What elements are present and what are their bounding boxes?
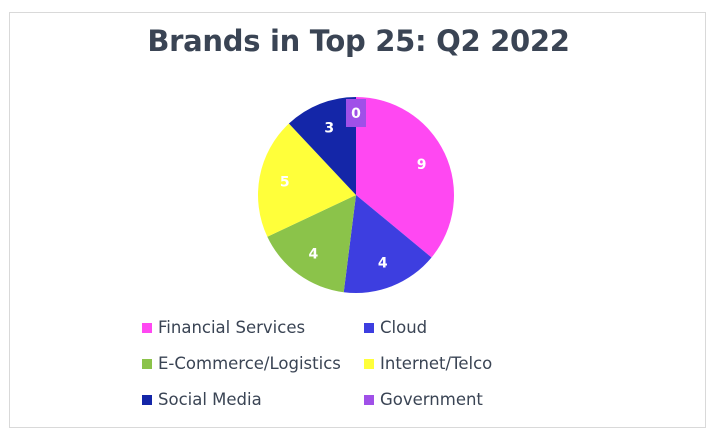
data-label-financial-services: 9 <box>417 157 427 173</box>
legend-label-financial-services: Financial Services <box>158 318 306 337</box>
legend-label-social-media: Social Media <box>158 390 262 409</box>
pie-slice-financial-services <box>356 97 454 258</box>
chart-title: Brands in Top 25: Q2 2022 <box>147 24 570 58</box>
legend-item-e-commerce-logistics: E-Commerce/Logistics <box>142 354 341 373</box>
pie-slice-e-commerce-logistics <box>267 195 356 293</box>
legend-item-cloud: Cloud <box>364 318 427 337</box>
pie-slice-internet-telco <box>258 123 356 237</box>
data-label-internet-telco: 5 <box>280 174 290 190</box>
legend-item-social-media: Social Media <box>142 390 262 409</box>
legend-swatch-social-media <box>142 394 152 405</box>
data-label-government: 0 <box>351 106 361 122</box>
legend-swatch-cloud <box>364 322 374 333</box>
pie-slice-government <box>346 99 366 127</box>
legend-label-e-commerce-logistics: E-Commerce/Logistics <box>158 354 341 373</box>
pie-slice-cloud <box>343 195 432 293</box>
data-label-e-commerce-logistics: 4 <box>308 247 318 263</box>
legend-item-internet-telco: Internet/Telco <box>364 354 492 373</box>
legend-label-cloud: Cloud <box>380 318 428 337</box>
legend-item-government: Government <box>364 390 483 409</box>
legend-swatch-internet-telco <box>364 358 374 369</box>
pie-slice-social-media <box>288 97 356 195</box>
data-label-cloud: 4 <box>378 255 388 271</box>
legend-label-internet-telco: Internet/Telco <box>380 354 493 373</box>
legend-swatch-e-commerce-logistics <box>142 358 152 369</box>
data-label-social-media: 3 <box>324 121 334 137</box>
legend-swatch-financial-services <box>142 322 152 333</box>
legend-swatch-government <box>364 394 374 405</box>
legend-label-government: Government <box>380 390 483 409</box>
legend-item-financial-services: Financial Services <box>142 318 305 337</box>
